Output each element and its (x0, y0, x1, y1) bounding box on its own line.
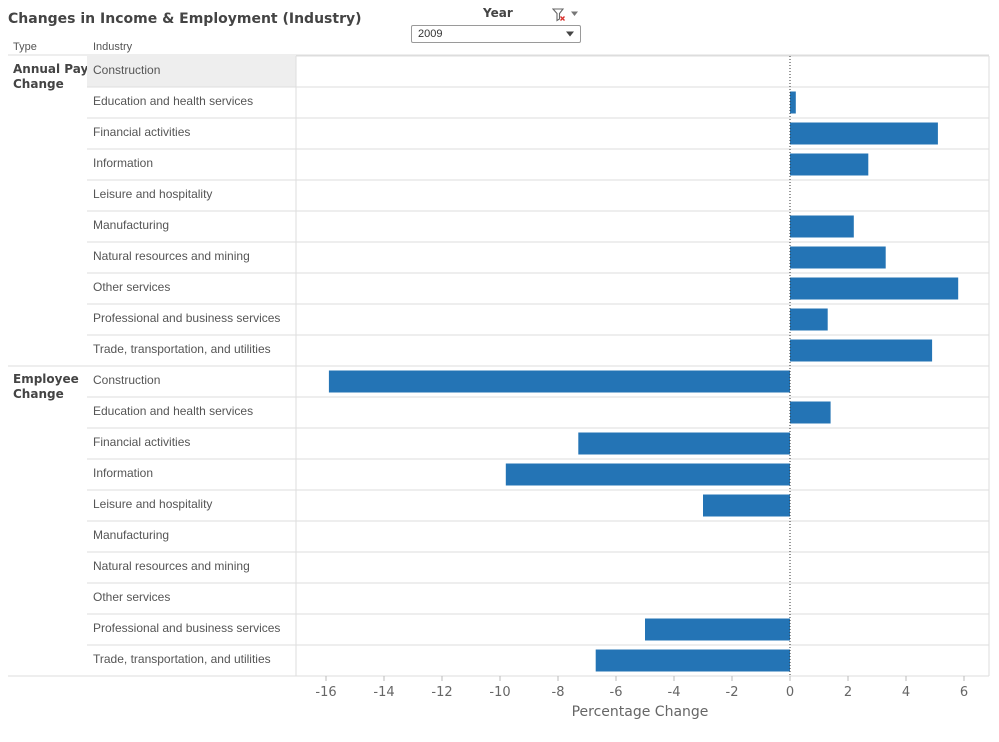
x-tick-label: 0 (786, 685, 794, 700)
industry-label[interactable]: Trade, transportation, and utilities (93, 652, 271, 666)
bar[interactable] (790, 91, 796, 114)
industry-label[interactable]: Financial activities (93, 435, 190, 449)
x-tick-label: -14 (373, 685, 394, 700)
chart-title: Changes in Income & Employment (Industry… (8, 11, 362, 27)
bar[interactable] (578, 432, 790, 455)
chevron-down-icon (566, 31, 574, 37)
x-tick-label: -8 (552, 685, 565, 700)
industry-label[interactable]: Other services (93, 590, 170, 604)
bar[interactable] (790, 122, 938, 145)
industry-label[interactable]: Leisure and hospitality (93, 497, 212, 511)
industry-label[interactable]: Professional and business services (93, 311, 280, 325)
industry-label[interactable]: Information (93, 156, 153, 170)
bar[interactable] (790, 308, 828, 331)
x-tick-label: -4 (668, 685, 681, 700)
type-column-header: Type (13, 41, 37, 53)
bar[interactable] (790, 215, 854, 238)
bar[interactable] (595, 649, 790, 672)
bar[interactable] (790, 153, 869, 176)
year-filter-label: Year (483, 6, 513, 20)
industry-label[interactable]: Natural resources and mining (93, 249, 250, 263)
x-tick-label: -12 (431, 685, 452, 700)
bar[interactable] (645, 618, 790, 641)
industry-label[interactable]: Education and health services (93, 404, 253, 418)
bar[interactable] (790, 339, 933, 362)
year-select-value: 2009 (418, 28, 443, 40)
industry-label[interactable]: Other services (93, 280, 170, 294)
x-tick-label: 6 (960, 685, 968, 700)
bar[interactable] (328, 370, 790, 393)
dropdown-caret-icon[interactable] (570, 9, 579, 18)
industry-label[interactable]: Information (93, 466, 153, 480)
industry-label[interactable]: Education and health services (93, 94, 253, 108)
bar[interactable] (790, 277, 959, 300)
type-label: Change (13, 387, 64, 401)
year-select[interactable]: 2009 (411, 25, 581, 43)
industry-label[interactable]: Trade, transportation, and utilities (93, 342, 271, 356)
industry-column-header: Industry (93, 41, 133, 53)
x-axis-title: Percentage Change (572, 704, 709, 720)
x-tick-label: -6 (610, 685, 623, 700)
type-label: Change (13, 77, 64, 91)
industry-label[interactable]: Professional and business services (93, 621, 280, 635)
x-tick-label: -10 (489, 685, 510, 700)
x-tick-label: -16 (315, 685, 336, 700)
industry-label[interactable]: Construction (93, 63, 160, 77)
bar[interactable] (790, 246, 886, 269)
industry-label[interactable]: Natural resources and mining (93, 559, 250, 573)
filter-clear-icon[interactable] (552, 8, 566, 22)
industry-label[interactable]: Construction (93, 373, 160, 387)
x-tick-label: 2 (844, 685, 852, 700)
industry-label[interactable]: Leisure and hospitality (93, 187, 212, 201)
industry-label[interactable]: Manufacturing (93, 528, 169, 542)
bar[interactable] (505, 463, 790, 486)
industry-label[interactable]: Financial activities (93, 125, 190, 139)
x-tick-label: 4 (902, 685, 910, 700)
bar[interactable] (703, 494, 790, 517)
x-tick-label: -2 (726, 685, 739, 700)
bar[interactable] (790, 401, 831, 424)
industry-label[interactable]: Manufacturing (93, 218, 169, 232)
type-label: Employee (13, 372, 79, 386)
highlighted-cell (87, 56, 296, 87)
type-label: Annual Pay (13, 62, 89, 76)
